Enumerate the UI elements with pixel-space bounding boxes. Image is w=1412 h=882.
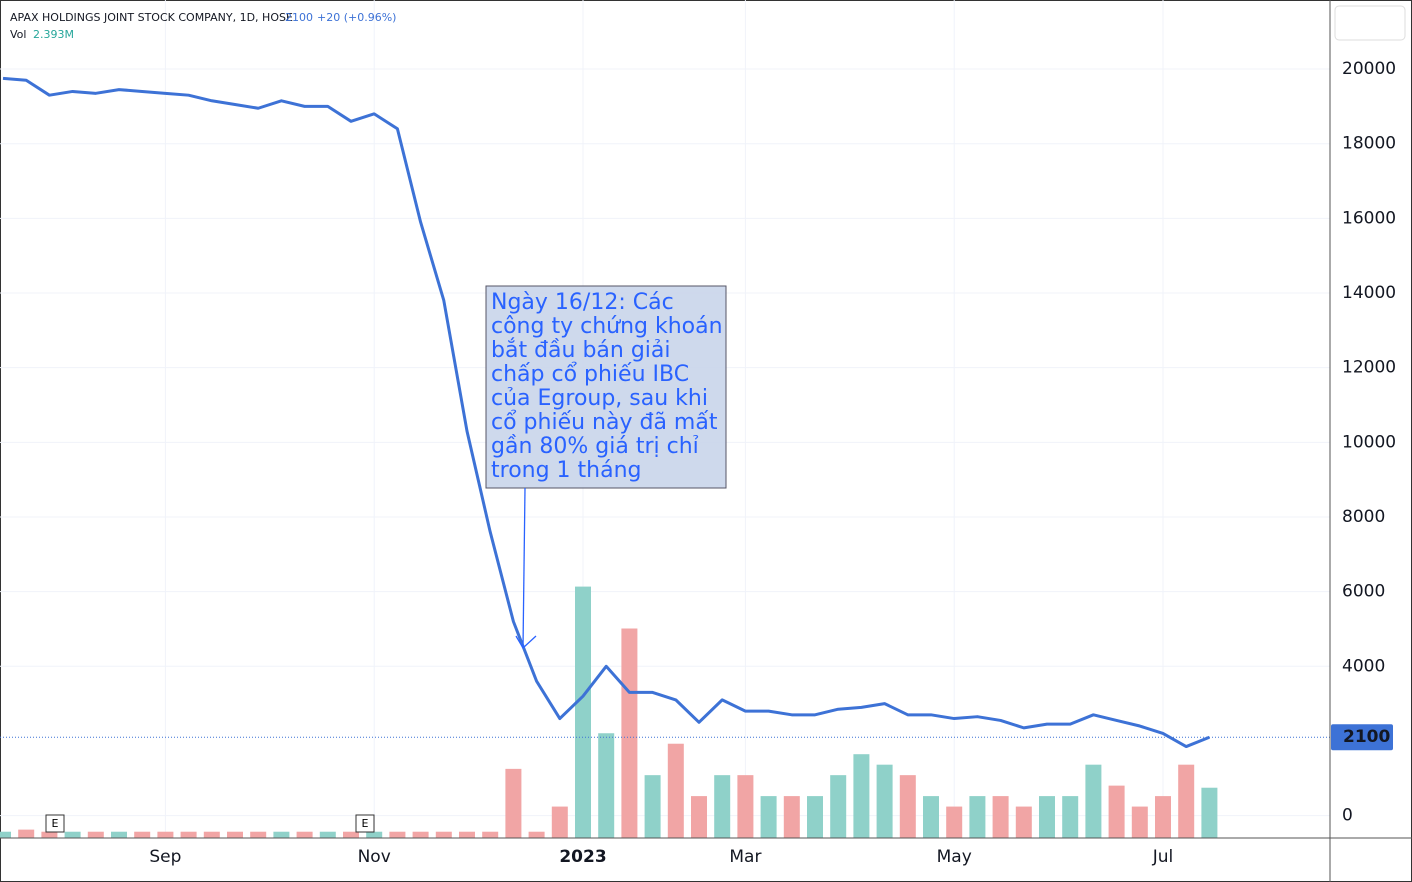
volume-bar bbox=[1178, 764, 1195, 838]
volume-bar bbox=[853, 754, 870, 838]
y-tick-label: 6000 bbox=[1342, 582, 1385, 602]
volume-bar bbox=[505, 768, 522, 838]
volume-bar bbox=[1039, 796, 1055, 838]
volume-bar bbox=[435, 831, 452, 838]
volume-bar bbox=[459, 831, 475, 838]
x-tick-label: May bbox=[937, 847, 972, 867]
volume-bar bbox=[876, 764, 893, 838]
y-tick-label: 12000 bbox=[1342, 358, 1396, 378]
annotation-line: bắt đầu bán giải bbox=[491, 338, 671, 363]
volume-bar bbox=[250, 831, 267, 838]
volume-bar bbox=[830, 775, 847, 838]
svg-text:E: E bbox=[52, 817, 59, 830]
volume-bar bbox=[598, 733, 615, 838]
volume-bar bbox=[1062, 796, 1079, 838]
scale-button[interactable] bbox=[1334, 5, 1406, 41]
last-price-tag bbox=[1331, 724, 1393, 751]
volume-bar bbox=[667, 743, 684, 838]
volume-bar bbox=[899, 775, 916, 838]
annotation-line: trong 1 tháng bbox=[491, 458, 642, 483]
volume-bar bbox=[134, 831, 151, 838]
annotation-line: cổ phiếu này đã mất bbox=[491, 410, 718, 435]
volume-bar bbox=[366, 831, 383, 838]
volume-bar bbox=[343, 831, 359, 838]
volume-bar bbox=[783, 796, 800, 838]
volume-bar bbox=[644, 775, 661, 838]
volume-bar bbox=[760, 796, 777, 838]
grid bbox=[0, 0, 1330, 838]
y-tick-label: 4000 bbox=[1342, 656, 1385, 676]
volume-bar bbox=[946, 806, 963, 838]
volume-bar bbox=[551, 806, 568, 838]
volume-bar bbox=[714, 775, 731, 838]
x-tick-label: Jul bbox=[1152, 847, 1174, 867]
volume-bar bbox=[18, 829, 35, 838]
x-tick-label: Sep bbox=[149, 847, 181, 867]
annotation-arrow bbox=[522, 487, 526, 649]
annotation-line: của Egroup, sau khi bbox=[491, 386, 708, 411]
volume-bar bbox=[296, 831, 313, 838]
header-change: +20 (+0.96%) bbox=[317, 11, 396, 24]
y-tick-label: 0 bbox=[1342, 806, 1353, 826]
y-tick-label: 16000 bbox=[1342, 208, 1396, 228]
y-tick-label: 14000 bbox=[1342, 283, 1396, 303]
volume-bar bbox=[969, 796, 986, 838]
volume-bar bbox=[180, 831, 197, 838]
volume-bar bbox=[203, 831, 220, 838]
vol-label: Vol bbox=[10, 28, 26, 41]
volume-bar bbox=[482, 831, 499, 838]
svg-text:E: E bbox=[362, 817, 369, 830]
volume-bar bbox=[621, 628, 638, 838]
volume-bar bbox=[1131, 806, 1148, 838]
header-title: APAX HOLDINGS JOINT STOCK COMPANY, 1D, H… bbox=[10, 11, 293, 24]
volume-bar bbox=[87, 831, 104, 838]
volume-bar bbox=[923, 796, 939, 838]
x-tick-label: 2023 bbox=[559, 847, 606, 867]
volume-bar bbox=[691, 796, 707, 838]
volume-bar bbox=[1015, 806, 1032, 838]
y-tick-label: 10000 bbox=[1342, 432, 1396, 452]
x-tick-label: Nov bbox=[358, 847, 391, 867]
earnings-marker: E E bbox=[45, 814, 375, 833]
volume-bar bbox=[528, 831, 545, 838]
last-price-label: 2100 bbox=[1343, 727, 1390, 747]
arrow-head bbox=[515, 635, 537, 650]
volume-bar bbox=[807, 796, 823, 838]
annotation-line: Ngày 16/12: Các bbox=[491, 290, 674, 315]
volume-bar bbox=[41, 831, 58, 838]
volume-bar bbox=[412, 831, 429, 838]
volume-bar bbox=[1201, 787, 1218, 838]
volume-bar bbox=[64, 831, 81, 838]
volume-bar bbox=[389, 831, 406, 838]
volume-bar bbox=[111, 831, 127, 838]
y-tick-label: 20000 bbox=[1342, 59, 1396, 79]
volume-bar bbox=[1085, 764, 1102, 838]
y-tick-label: 8000 bbox=[1342, 507, 1385, 527]
annotation-box bbox=[485, 285, 727, 489]
volume-bar bbox=[319, 831, 336, 838]
y-tick-label: 18000 bbox=[1342, 134, 1396, 154]
x-tick-label: Mar bbox=[729, 847, 761, 867]
annotation-line: công ty chứng khoán bbox=[491, 314, 723, 339]
volume-bar bbox=[737, 775, 754, 838]
volume-bar bbox=[1155, 796, 1171, 838]
volume-bar bbox=[273, 831, 290, 838]
annotation-line: chấp cổ phiếu IBC bbox=[491, 362, 689, 387]
price-line bbox=[2, 76, 1210, 749]
header-price: 2100 bbox=[285, 11, 313, 24]
volume-bar bbox=[0, 831, 11, 838]
annotation-line: gần 80% giá trị chỉ bbox=[491, 434, 699, 459]
volume-bar bbox=[1108, 785, 1125, 838]
volume-bar bbox=[575, 586, 591, 838]
volume-bar bbox=[227, 831, 243, 838]
volume bbox=[0, 586, 1218, 838]
volume-bar bbox=[992, 796, 1009, 838]
volume-bar bbox=[157, 831, 174, 838]
plot bbox=[0, 76, 1330, 749]
vol-value: 2.393M bbox=[33, 28, 74, 41]
